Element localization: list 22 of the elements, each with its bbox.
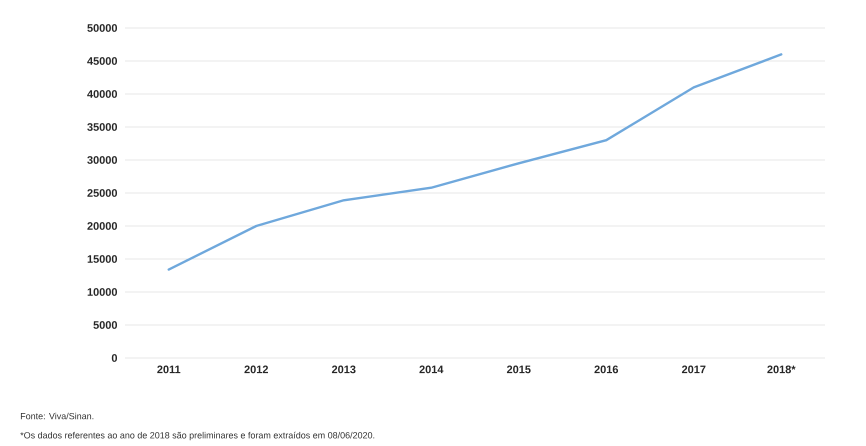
text: *Os dados referentes ao ano de 2018 são preliminares e foram extraídos em 08/06/2020. [20,432,374,440]
y-tick-label: 45000 [87,57,118,65]
x-tick-label: 2013 [332,366,356,374]
y-tick-label: 10000 [88,288,118,296]
y-tick-label: 20000 [87,222,118,230]
x-tick-label: 2012 [244,366,268,374]
y-tick-label: 15000 [88,255,118,263]
y-tick-label: 35000 [87,123,118,131]
x-tick-label: 2014 [419,366,444,374]
y-tick-label: 5000 [93,321,118,329]
source-note: Fonte: Viva/Sinan. [20,412,94,420]
x-tick-label: 2017 [682,366,706,374]
line-series [168,53,782,271]
y-tick-label: 30000 [87,156,118,164]
y-tick-label: 40000 [87,90,118,98]
x-tick-label: 2015 [506,366,531,374]
y-tick-label: 0 [112,354,118,362]
x-tick-label: 2016 [594,366,618,374]
y-tick-label: 25000 [87,189,118,197]
x-tick-label: 2018* [767,366,796,374]
x-tick-label: 2011 [157,366,180,374]
y-tick-label: 50000 [87,24,118,32]
